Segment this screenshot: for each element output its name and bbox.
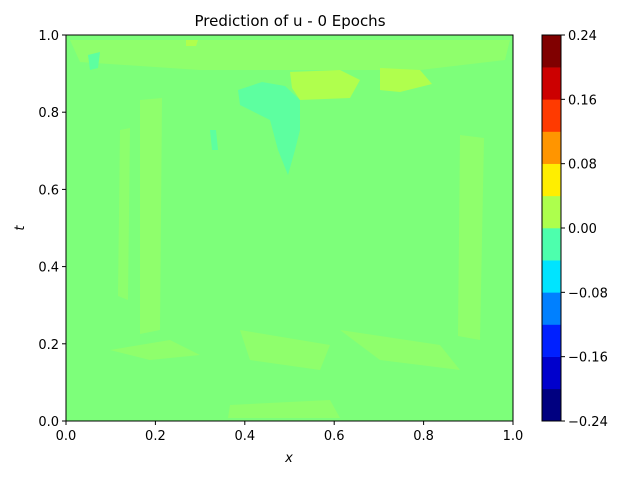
contour-patch <box>140 98 162 334</box>
colorbar-band <box>542 99 561 132</box>
x-tick-label: 1.0 <box>503 429 524 444</box>
colorbar-band <box>542 260 561 293</box>
colorbar-tick-label: −0.16 <box>568 351 608 366</box>
contour-patch <box>210 130 218 150</box>
colorbar-tick-label: 0.24 <box>568 29 597 44</box>
contour-patch <box>380 68 432 92</box>
colorbar-tick-label: 0.16 <box>568 93 597 108</box>
colorbar-band <box>542 388 561 422</box>
plot-frame <box>65 34 514 422</box>
contour-patch <box>70 40 510 70</box>
contour-patch <box>88 52 100 70</box>
chart-title: Prediction of u - 0 Epochs <box>194 12 385 30</box>
x-tick-label: 0.8 <box>413 429 434 444</box>
colorbar-band <box>542 292 561 325</box>
contour-patch <box>228 400 340 418</box>
y-tick-label: 0.2 <box>38 338 59 353</box>
colorbar-band <box>542 356 561 390</box>
x-axis-label: x <box>284 451 293 466</box>
x-tick-label: 0.6 <box>324 429 345 444</box>
contour-patch <box>340 330 460 370</box>
contour-patch <box>118 128 130 300</box>
colorbar-tick-label: −0.08 <box>568 286 608 301</box>
colorbar-band <box>542 131 561 164</box>
colorbar-band <box>542 67 561 100</box>
contour-patch <box>186 40 198 46</box>
contour-patch <box>240 330 330 370</box>
y-tick-label: 0.4 <box>38 261 59 276</box>
colorbar-band <box>542 163 561 197</box>
y-tick-label: 0.0 <box>38 415 59 430</box>
y-tick-label: 1.0 <box>38 29 59 44</box>
y-tick-label: 0.8 <box>38 106 59 121</box>
colorbar-band <box>542 35 561 68</box>
x-tick-label: 0.2 <box>145 429 166 444</box>
colorbar-tick-label: 0.00 <box>568 222 597 237</box>
colorbar-tick-label: 0.08 <box>568 158 597 173</box>
x-tick-label: 0.0 <box>56 429 77 444</box>
contour-patches <box>70 40 510 418</box>
colorbar-band <box>542 324 561 357</box>
y-tick-label: 0.6 <box>38 183 59 198</box>
colorbar-band <box>542 195 561 229</box>
contour-patch <box>238 82 300 175</box>
x-tick-label: 0.4 <box>234 429 255 444</box>
contour-patch <box>458 135 484 340</box>
contour-patch <box>290 70 360 100</box>
colorbar-tick-label: −0.24 <box>568 415 608 430</box>
colorbar-band <box>542 228 561 261</box>
contour-patch <box>110 340 200 360</box>
y-axis-label: t <box>13 225 28 231</box>
